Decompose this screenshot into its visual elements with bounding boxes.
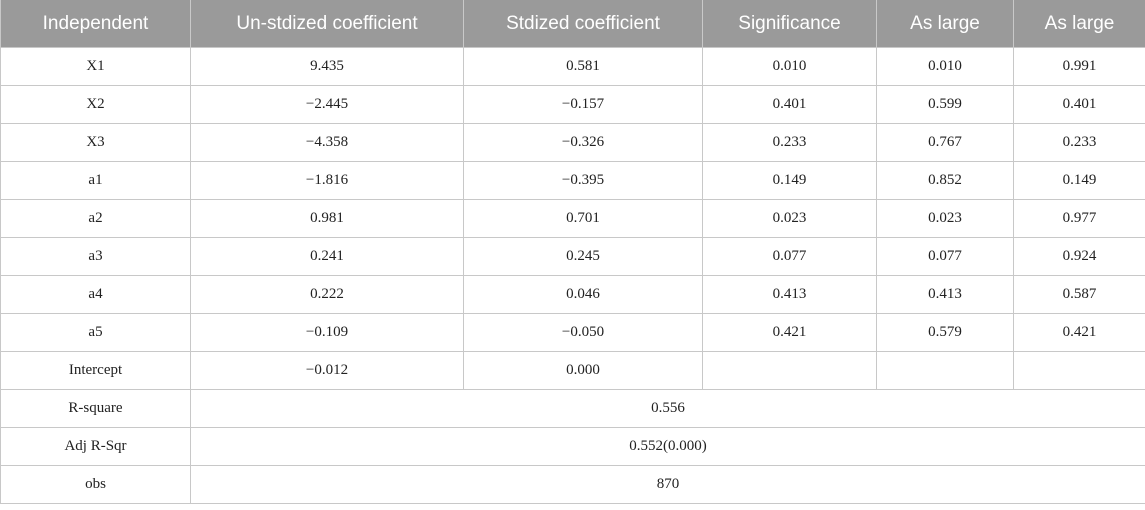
cell-as-large-1: 0.767 [876, 123, 1014, 162]
table-row: a2 0.981 0.701 0.023 0.023 0.977 [0, 199, 1145, 238]
cell-significance: 0.413 [702, 275, 877, 314]
cell-variable: a1 [0, 161, 191, 200]
cell-as-large-2: 0.401 [1013, 85, 1145, 124]
cell-significance: 0.421 [702, 313, 877, 352]
cell-stdized: 0.000 [463, 351, 703, 390]
cell-as-large-1: 0.852 [876, 161, 1014, 200]
table-row: a4 0.222 0.046 0.413 0.413 0.587 [0, 275, 1145, 314]
cell-as-large-2: 0.421 [1013, 313, 1145, 352]
header-unstdized-coefficient: Un-stdized coefficient [190, 0, 464, 48]
cell-unstdized: −1.816 [190, 161, 464, 200]
summary-value: 0.552(0.000) [190, 427, 1145, 466]
cell-as-large-1: 0.023 [876, 199, 1014, 238]
header-as-large-2: As large [1013, 0, 1145, 48]
cell-as-large-2: 0.924 [1013, 237, 1145, 276]
cell-as-large-2: 0.149 [1013, 161, 1145, 200]
cell-as-large-1: 0.579 [876, 313, 1014, 352]
cell-as-large-1: 0.599 [876, 85, 1014, 124]
cell-stdized: 0.046 [463, 275, 703, 314]
cell-unstdized: −0.109 [190, 313, 464, 352]
cell-variable: a5 [0, 313, 191, 352]
cell-significance [702, 351, 877, 390]
summary-row: R-square 0.556 [0, 389, 1145, 428]
summary-row: Adj R-Sqr 0.552(0.000) [0, 427, 1145, 466]
summary-value: 870 [190, 465, 1145, 504]
cell-variable: a2 [0, 199, 191, 238]
cell-stdized: −0.050 [463, 313, 703, 352]
cell-as-large-1: 0.077 [876, 237, 1014, 276]
cell-stdized: −0.326 [463, 123, 703, 162]
cell-significance: 0.010 [702, 47, 877, 86]
cell-variable: a3 [0, 237, 191, 276]
header-as-large-1: As large [876, 0, 1014, 48]
summary-row: obs 870 [0, 465, 1145, 504]
cell-stdized: 0.701 [463, 199, 703, 238]
table-row: X3 −4.358 −0.326 0.233 0.767 0.233 [0, 123, 1145, 162]
table-row: a3 0.241 0.245 0.077 0.077 0.924 [0, 237, 1145, 276]
cell-stdized: 0.581 [463, 47, 703, 86]
cell-significance: 0.401 [702, 85, 877, 124]
cell-variable: X2 [0, 85, 191, 124]
summary-label: Adj R-Sqr [0, 427, 191, 466]
table-row: X1 9.435 0.581 0.010 0.010 0.991 [0, 47, 1145, 86]
cell-unstdized: −0.012 [190, 351, 464, 390]
table-row: a5 −0.109 −0.050 0.421 0.579 0.421 [0, 313, 1145, 352]
cell-variable: Intercept [0, 351, 191, 390]
cell-variable: X3 [0, 123, 191, 162]
cell-significance: 0.233 [702, 123, 877, 162]
summary-value: 0.556 [190, 389, 1145, 428]
cell-variable: a4 [0, 275, 191, 314]
cell-unstdized: −4.358 [190, 123, 464, 162]
header-row: Independent Un-stdized coefficient Stdiz… [0, 0, 1145, 48]
table-row: a1 −1.816 −0.395 0.149 0.852 0.149 [0, 161, 1145, 200]
table-row: Intercept −0.012 0.000 [0, 351, 1145, 390]
cell-as-large-2: 0.587 [1013, 275, 1145, 314]
cell-unstdized: 0.241 [190, 237, 464, 276]
summary-label: obs [0, 465, 191, 504]
cell-unstdized: 0.981 [190, 199, 464, 238]
cell-as-large-1: 0.413 [876, 275, 1014, 314]
cell-variable: X1 [0, 47, 191, 86]
table-row: X2 −2.445 −0.157 0.401 0.599 0.401 [0, 85, 1145, 124]
cell-as-large-1: 0.010 [876, 47, 1014, 86]
cell-stdized: −0.157 [463, 85, 703, 124]
summary-label: R-square [0, 389, 191, 428]
cell-as-large-2: 0.233 [1013, 123, 1145, 162]
header-significance: Significance [702, 0, 877, 48]
cell-as-large-2 [1013, 351, 1145, 390]
cell-unstdized: −2.445 [190, 85, 464, 124]
cell-stdized: 0.245 [463, 237, 703, 276]
cell-significance: 0.023 [702, 199, 877, 238]
cell-as-large-2: 0.977 [1013, 199, 1145, 238]
cell-as-large-1 [876, 351, 1014, 390]
cell-stdized: −0.395 [463, 161, 703, 200]
header-stdized-coefficient: Stdized coefficient [463, 0, 703, 48]
cell-unstdized: 0.222 [190, 275, 464, 314]
cell-significance: 0.077 [702, 237, 877, 276]
cell-significance: 0.149 [702, 161, 877, 200]
cell-as-large-2: 0.991 [1013, 47, 1145, 86]
header-independent: Independent [0, 0, 191, 48]
cell-unstdized: 9.435 [190, 47, 464, 86]
